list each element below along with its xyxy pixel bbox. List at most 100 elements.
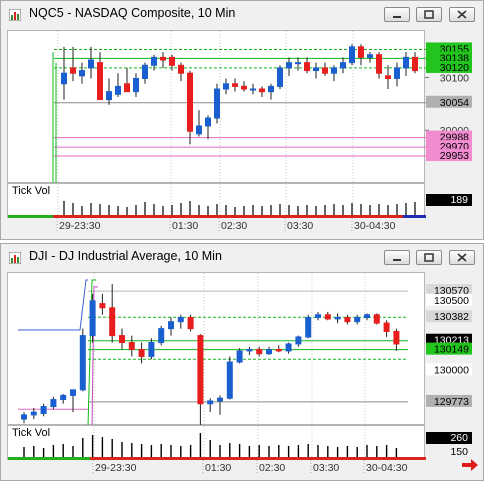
minimize-button[interactable] <box>384 7 410 22</box>
candle-up <box>214 88 220 119</box>
candle-down <box>383 322 390 332</box>
time-axis-label: 02:30 <box>221 220 247 232</box>
volume-label: Tick Vol <box>12 185 51 197</box>
chart-window-nqc5: NQC5 - NASDAQ Composite, 10 Min Tick Vol… <box>0 0 484 240</box>
candle-down <box>160 56 166 61</box>
time-axis-label: 03:30 <box>313 462 339 474</box>
restore-icon <box>424 10 434 19</box>
price-tag-label: 130000 <box>434 364 469 376</box>
price-tag-label: 30138 <box>440 52 469 64</box>
candle-down <box>358 46 364 58</box>
candle-up <box>70 389 76 396</box>
candle-up <box>315 314 321 319</box>
close-button[interactable] <box>449 7 475 22</box>
candle-up <box>286 62 292 69</box>
session-bar-green <box>8 457 90 460</box>
candle-up <box>106 91 112 101</box>
price-tag-label: 129773 <box>434 396 469 408</box>
candle-down <box>99 303 106 309</box>
time-axis-label: 02:30 <box>259 462 285 474</box>
minimize-icon <box>393 16 401 18</box>
price-tag-box <box>426 51 472 64</box>
time-axis-label: 30-04:30 <box>366 462 408 474</box>
time-axis-label: 29-23:30 <box>95 462 137 474</box>
price-chart-svg <box>18 273 408 426</box>
volume-scale: 260 150 <box>425 425 479 460</box>
candle-up <box>142 64 148 79</box>
time-axis-label: 30-04:30 <box>354 220 396 232</box>
price-tag-box <box>426 342 472 355</box>
title-bar[interactable]: NQC5 - NASDAQ Composite, 10 Min <box>1 1 483 27</box>
price-chart-area[interactable] <box>7 30 426 184</box>
candle-up <box>61 72 67 85</box>
candle-down <box>187 72 193 132</box>
title-bar[interactable]: DJI - DJ Industrial Average, 10 Min <box>1 244 483 270</box>
candle-down <box>138 349 145 357</box>
chart-window-icon <box>9 252 21 264</box>
restore-button[interactable] <box>416 250 442 265</box>
candle-up <box>60 394 67 401</box>
candle-down <box>70 67 76 74</box>
candle-up <box>223 83 229 90</box>
time-axis-label: 01:30 <box>205 462 231 474</box>
candle-up <box>21 414 27 420</box>
candle-up <box>403 56 409 69</box>
candle-down <box>259 88 265 93</box>
candle-up <box>268 85 274 93</box>
close-button[interactable] <box>449 250 475 265</box>
candle-up <box>277 67 283 87</box>
candle-up <box>349 46 355 64</box>
candle-up <box>88 59 94 69</box>
candle-up <box>226 361 233 399</box>
candle-up <box>331 67 337 74</box>
price-tag-box <box>426 363 472 376</box>
candle-up <box>168 321 174 330</box>
price-tag-box <box>426 95 472 108</box>
candle-up <box>217 397 223 402</box>
time-axis-svg: 29-23:30 01:30 02:30 03:30 30-04:30 <box>56 218 396 232</box>
candle-down <box>393 330 400 345</box>
volume-value-tag: 260 <box>426 432 472 444</box>
candle-down <box>197 335 204 405</box>
candle-up <box>158 328 165 344</box>
scroll-right-arrow-icon[interactable] <box>461 458 479 472</box>
window-title: NQC5 - NASDAQ Composite, 10 Min <box>29 6 236 20</box>
restore-icon <box>424 253 434 262</box>
candle-up <box>89 300 96 337</box>
price-scale: 130570 130500 130382 130213 130149 130000 1297… <box>425 272 479 425</box>
price-chart-area[interactable] <box>7 272 425 426</box>
candle-up <box>313 67 319 72</box>
session-line <box>18 279 88 331</box>
chart-window-dji: DJI - DJ Industrial Average, 10 Min Tick… <box>0 243 484 481</box>
candle-up <box>207 400 214 405</box>
restore-button[interactable] <box>416 7 442 22</box>
candle-down <box>241 85 247 90</box>
candle-down <box>232 83 238 87</box>
candle-down <box>324 314 331 320</box>
candle-up <box>30 411 37 416</box>
minimize-icon <box>393 259 401 261</box>
candle-up <box>205 117 211 127</box>
volume-label: Tick Vol <box>12 427 51 439</box>
candle-down <box>119 335 125 344</box>
price-tag-label: 130149 <box>434 344 469 356</box>
time-axis-label: 29-23:30 <box>59 220 101 232</box>
volume-chart-area[interactable]: Tick Vol <box>7 183 426 219</box>
candle-down <box>109 307 116 337</box>
candle-up <box>148 342 155 357</box>
candle-down <box>187 317 194 330</box>
time-axis-label: 01:30 <box>172 220 198 232</box>
candle-up <box>196 125 202 135</box>
price-scale: 3010030000301553013830120300542998829970… <box>425 30 479 183</box>
candle-up <box>236 350 243 363</box>
candle-down <box>412 56 418 72</box>
minimize-button[interactable] <box>384 250 410 265</box>
session-bar-blue <box>403 215 426 218</box>
price-tag-box <box>426 130 472 143</box>
volume-chart-area[interactable]: Tick Vol <box>7 425 426 461</box>
price-chart-svg <box>52 31 426 184</box>
candle-down <box>376 54 382 74</box>
price-tag-box <box>426 284 472 297</box>
session-bar-red <box>90 457 426 460</box>
price-tag-box <box>426 149 472 162</box>
